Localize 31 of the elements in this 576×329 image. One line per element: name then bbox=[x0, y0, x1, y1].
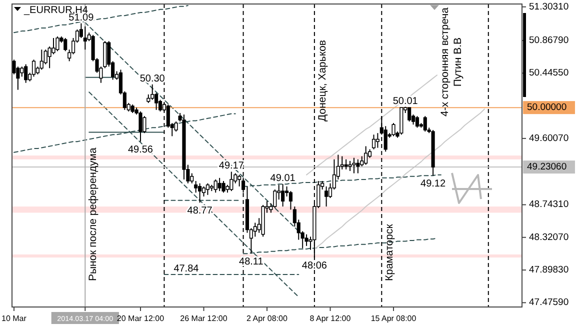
x-tick-label: 2 Apr 08:00 bbox=[246, 314, 288, 323]
y-tick-label: 49.60070 bbox=[529, 132, 569, 144]
annotation: Путин В.В bbox=[452, 37, 464, 87]
ref-line-label: Рынок после референдума bbox=[87, 148, 100, 281]
annotation: 49.56 bbox=[128, 144, 154, 156]
x-tick-label: 8 Apr 12:00 bbox=[310, 314, 352, 323]
y-tick-label: 50.44550 bbox=[529, 68, 569, 79]
annotation: 47.84 bbox=[174, 264, 200, 275]
annotation: 4-х сторонняя встреча bbox=[439, 7, 452, 117]
annotation: 50.30 bbox=[140, 73, 166, 84]
annotation: 49.12 bbox=[420, 178, 446, 190]
ref-line-label: 49.23060 bbox=[527, 162, 567, 173]
annotation: 49.01 bbox=[270, 173, 296, 184]
annotation: 48.77 bbox=[187, 206, 213, 217]
annotation: 50.01 bbox=[392, 96, 418, 107]
ref-line-label: 50.00000 bbox=[527, 102, 567, 114]
annotation: Краматорск bbox=[384, 224, 396, 281]
x-tick-label: 15 Apr 08:00 bbox=[370, 314, 417, 323]
y-tick-label: 47.47590 bbox=[529, 297, 569, 308]
y-tick-label: 50.86790 bbox=[529, 34, 569, 46]
y-tick-label: 47.89830 bbox=[529, 264, 569, 276]
x-tick-label: 20 Mar 12:00 bbox=[116, 314, 165, 323]
annotation: 49.17 bbox=[218, 160, 244, 172]
annotation: 48.06 bbox=[302, 260, 328, 272]
annotation: Донецк, Харьков bbox=[316, 40, 328, 122]
y-tick-label: 51.30310 bbox=[529, 1, 569, 12]
annotation: 48.11 bbox=[239, 256, 264, 268]
x-tick-label: 26 Mar 12:00 bbox=[180, 314, 228, 323]
x-tick-label: 10 Mar bbox=[2, 314, 27, 323]
y-tick-label: 48.32070 bbox=[529, 232, 569, 243]
y-tick-label: 48.74310 bbox=[529, 199, 569, 210]
